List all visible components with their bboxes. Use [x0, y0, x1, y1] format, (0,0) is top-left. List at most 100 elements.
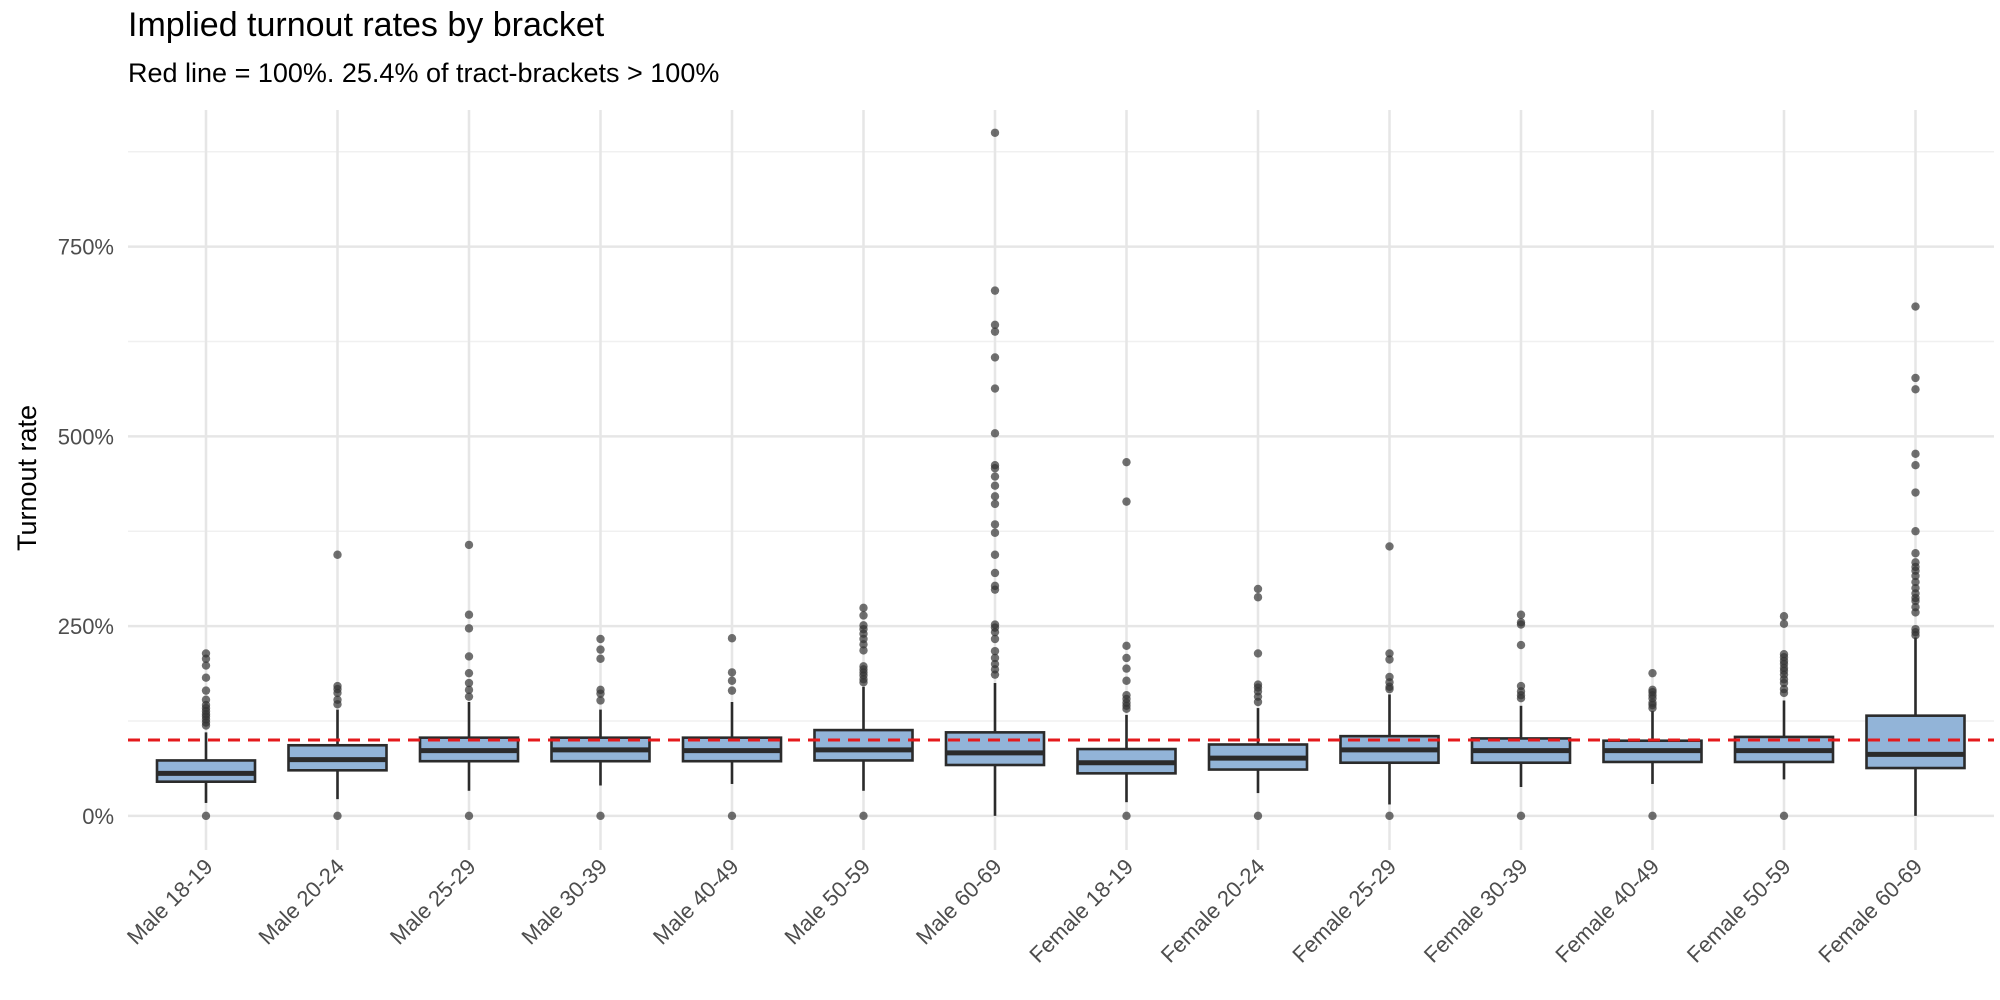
outlier-point — [990, 429, 1000, 438]
outlier-point — [1253, 649, 1263, 658]
outlier-point — [1779, 811, 1789, 821]
x-tick-label: Female 20-24 — [1156, 854, 1270, 968]
box-male-18-19 — [155, 649, 257, 821]
outlier-point — [990, 472, 1000, 481]
outlier-point — [1911, 461, 1920, 470]
outlier-point — [464, 610, 474, 619]
y-axis-ticks: 0% 250% 500% 750% — [58, 235, 114, 829]
outlier-point — [1122, 676, 1131, 685]
outlier-point — [859, 603, 868, 613]
outlier-point — [464, 685, 474, 695]
outlier-point — [1648, 668, 1657, 678]
x-tick-label: Female 30-39 — [1419, 854, 1533, 968]
outlier-point — [990, 499, 1000, 509]
x-tick-label: Male 20-24 — [254, 854, 350, 950]
outlier-point — [1779, 649, 1789, 659]
outlier-point — [596, 696, 605, 705]
outlier-point — [990, 481, 1000, 490]
outlier-point — [990, 653, 1000, 663]
outlier-point — [333, 681, 342, 691]
box-female-20-24 — [1207, 584, 1309, 821]
outlier-point — [990, 659, 1000, 669]
outlier-point — [333, 550, 342, 559]
outlier-point — [1779, 612, 1789, 621]
outlier-point — [859, 646, 868, 655]
outlier-point — [727, 686, 737, 695]
outlier-point — [1385, 649, 1394, 658]
box-male-30-39 — [550, 634, 651, 821]
outlier-point — [1911, 385, 1920, 394]
outlier-point — [1516, 681, 1526, 691]
outlier-point — [859, 621, 868, 630]
outlier-point — [464, 624, 474, 633]
outlier-point — [464, 692, 474, 701]
outlier-point — [990, 327, 1000, 336]
outlier-point — [1779, 619, 1789, 629]
outlier-point — [464, 668, 474, 678]
outlier-point — [859, 811, 868, 821]
outlier-point — [1122, 457, 1131, 467]
box-iqr — [944, 731, 1046, 767]
outlier-point — [596, 685, 605, 695]
x-tick-label: Female 40-49 — [1550, 854, 1664, 968]
outlier-point — [201, 695, 211, 704]
y-tick-label: 500% — [58, 424, 114, 449]
outlier-point — [1385, 655, 1394, 664]
x-tick-label: Male 25-29 — [385, 854, 481, 950]
outlier-point — [990, 492, 1000, 501]
boxes-layer — [155, 128, 1966, 821]
box-iqr — [813, 728, 914, 762]
outlier-point — [201, 649, 211, 658]
outlier-point — [1516, 618, 1526, 627]
outlier-point — [727, 668, 737, 677]
box-female-25-29 — [1339, 542, 1440, 821]
x-tick-label: Female 50-59 — [1682, 854, 1796, 968]
box-male-25-29 — [418, 540, 520, 821]
x-tick-label: Male 50-59 — [780, 854, 876, 950]
outlier-point — [464, 678, 474, 688]
outlier-point — [1516, 610, 1526, 619]
outlier-point — [1648, 811, 1657, 821]
box-female-30-39 — [1470, 610, 1572, 821]
outlier-point — [1648, 685, 1657, 695]
outlier-point — [464, 652, 474, 661]
outlier-point — [1911, 488, 1920, 497]
x-tick-label: Male 30-39 — [517, 854, 613, 950]
box-female-18-19 — [1076, 457, 1177, 821]
outlier-point — [1385, 542, 1394, 551]
outlier-point — [1253, 680, 1263, 689]
box-female-40-49 — [1602, 668, 1703, 821]
outlier-point — [596, 634, 605, 644]
outlier-point — [201, 673, 211, 682]
y-tick-label: 750% — [58, 235, 114, 260]
box-iqr — [1865, 714, 1966, 770]
outlier-point — [990, 128, 1000, 137]
outlier-point — [990, 528, 1000, 537]
outlier-point — [990, 550, 1000, 559]
outlier-point — [990, 620, 1000, 629]
outlier-point — [1911, 549, 1920, 558]
outlier-point — [990, 461, 1000, 470]
outlier-point — [1516, 811, 1526, 821]
outlier-point — [333, 695, 342, 704]
outlier-point — [464, 540, 474, 550]
outlier-point — [1122, 664, 1131, 673]
outlier-point — [990, 634, 1000, 644]
x-tick-label: Male 40-49 — [648, 854, 744, 950]
outlier-point — [201, 661, 211, 670]
outlier-point — [1122, 690, 1131, 700]
outlier-point — [990, 581, 1000, 591]
outlier-point — [990, 384, 1000, 393]
outlier-point — [1253, 584, 1263, 594]
outlier-point — [1253, 811, 1263, 821]
outlier-point — [464, 811, 474, 821]
y-tick-label: 0% — [82, 804, 114, 829]
x-tick-label: Male 60-69 — [911, 854, 1007, 950]
outlier-point — [1516, 640, 1526, 650]
outlier-point — [727, 676, 737, 685]
x-tick-label: Male 18-19 — [122, 854, 218, 950]
outlier-point — [990, 320, 1000, 329]
outlier-point — [596, 654, 605, 663]
outlier-point — [1911, 558, 1920, 567]
